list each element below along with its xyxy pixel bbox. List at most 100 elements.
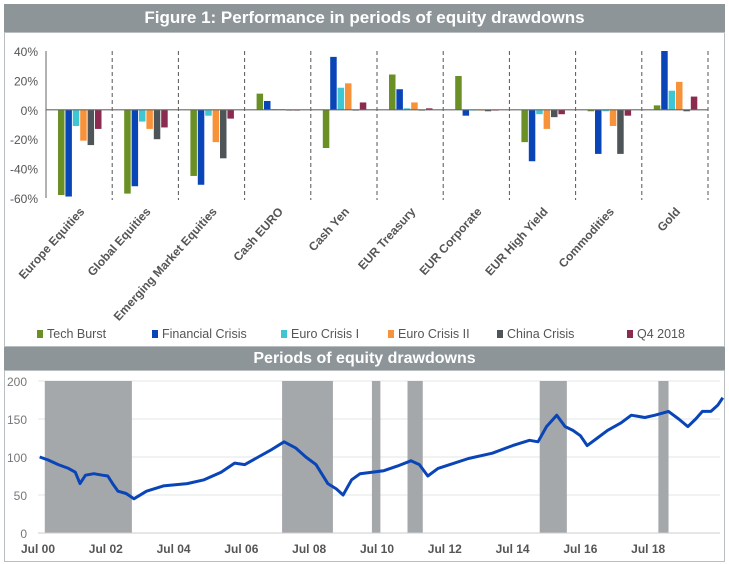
bar-q4-2018: [624, 109, 632, 116]
y-tick-label: 150: [7, 413, 27, 427]
shaded-period: [44, 381, 132, 533]
bar-tech-burst: [521, 109, 528, 143]
legend-swatch: [497, 330, 503, 338]
x-tick-label: Jul 00: [21, 542, 55, 556]
bar-q4-2018: [426, 108, 433, 110]
bar-euro-crisis-ii: [609, 109, 617, 126]
bar-q4-2018: [558, 109, 565, 115]
bar-china-crisis: [153, 109, 161, 140]
bar-tech-burst: [389, 74, 396, 110]
category-label: Global Equities: [85, 204, 154, 279]
bar-euro-crisis-i: [205, 109, 212, 116]
x-tick-label: Jul 08: [292, 542, 326, 556]
bar-tech-burst: [653, 105, 661, 110]
bar-tech-burst: [124, 109, 131, 194]
bar-euro-crisis-ii: [411, 102, 418, 110]
bar-euro-crisis-i: [337, 87, 345, 110]
y-tick-label: 0%: [21, 104, 39, 118]
bar-euro-crisis-i: [536, 109, 543, 115]
x-tick-label: Jul 02: [89, 542, 123, 556]
bar-euro-crisis-i: [139, 109, 146, 122]
bar-tech-burst: [58, 109, 65, 196]
bar-chart: 40% 20% 0% -20% -40% -60%Europe EquitiesGloba…: [10, 45, 709, 341]
legend-swatch: [281, 330, 287, 338]
bar-tech-burst: [587, 109, 595, 112]
bar-q4-2018: [95, 109, 102, 129]
index-line: [39, 396, 725, 501]
legend-swatch: [37, 330, 43, 338]
category-label: Cash EURO: [230, 205, 285, 264]
bar-financial-crisis: [661, 51, 668, 110]
bar-euro-crisis-i: [668, 90, 676, 110]
bar-financial-crisis: [528, 109, 536, 162]
category-label: Europe Equities: [16, 204, 88, 281]
legend-swatch: [388, 330, 394, 338]
shaded-period: [371, 381, 381, 533]
category-label: EUR High Yield: [482, 205, 550, 279]
y-tick-label: 100: [7, 451, 27, 465]
bar-chart-panel: 40% 20% 0% -20% -40% -60% Europe Equities Globa…: [4, 32, 725, 347]
bar-euro-crisis-ii: [212, 109, 220, 143]
legend-label: Euro Crisis I: [291, 327, 359, 341]
bar-tech-burst: [322, 109, 330, 149]
category-label: Cash Yen: [306, 205, 352, 254]
bar-china-crisis: [484, 109, 492, 112]
line-chart-title: Periods of equity drawdowns: [4, 347, 725, 370]
bar-q4-2018: [690, 96, 698, 110]
x-tick-label: Jul 04: [157, 542, 191, 556]
bar-tech-burst: [190, 109, 197, 176]
bar-q4-2018: [359, 102, 367, 110]
y-tick-label: -20%: [10, 133, 38, 147]
shaded-period: [407, 381, 423, 533]
bar-euro-crisis-ii: [345, 83, 352, 110]
bar-financial-crisis: [65, 109, 72, 197]
y-tick-label: -60%: [10, 192, 38, 206]
legend-swatch: [627, 330, 633, 338]
legend-label: China Crisis: [507, 327, 574, 341]
category-label: EUR Corporate: [417, 204, 485, 278]
bar-euro-crisis-i: [403, 108, 411, 110]
x-tick-label: Jul 10: [360, 542, 394, 556]
bar-euro-crisis-i: [72, 109, 80, 126]
x-tick-label: Jul 18: [631, 542, 665, 556]
legend-label: Tech Burst: [47, 327, 107, 341]
bar-china-crisis: [617, 109, 624, 154]
bar-euro-crisis-ii: [543, 109, 551, 129]
bar-tech-burst: [256, 93, 264, 110]
bar-euro-crisis-i: [602, 109, 609, 112]
bar-financial-crisis: [330, 56, 337, 110]
legend-swatch: [152, 330, 158, 338]
bar-financial-crisis: [595, 109, 602, 154]
x-tick-label: Jul 14: [496, 542, 530, 556]
figure-title: Figure 1: Performance in periods of equi…: [4, 4, 725, 32]
line-chart: 0 50 100 150 200 Jul 00 Jul 02 Jul 04 Jul 06 Jul …: [7, 375, 725, 556]
legend-label: Financial Crisis: [162, 327, 247, 341]
line-chart-panel: 0 50 100 150 200 Jul 00 Jul 02 Jul 04 Jul 06 Jul …: [4, 370, 725, 562]
bar-china-crisis: [220, 109, 227, 159]
shaded-period: [658, 381, 669, 533]
y-tick-label: 40%: [14, 45, 38, 59]
y-tick-label: 50: [14, 489, 28, 503]
bar-tech-burst: [455, 75, 462, 110]
shaded-period: [539, 381, 567, 533]
bar-financial-crisis: [197, 109, 205, 185]
bar-euro-crisis-ii: [80, 109, 87, 141]
y-tick-label: 20%: [14, 74, 38, 88]
bar-china-crisis: [683, 109, 690, 112]
y-tick-label: 0: [20, 527, 27, 541]
category-label: Gold: [654, 205, 683, 235]
bar-financial-crisis: [396, 89, 403, 110]
bar-euro-crisis-ii: [146, 109, 153, 129]
bar-financial-crisis: [131, 109, 139, 187]
bar-china-crisis: [551, 109, 558, 118]
category-label: Commodities: [556, 204, 617, 270]
legend-label: Q4 2018: [637, 327, 685, 341]
legend-label: Euro Crisis II: [398, 327, 470, 341]
y-tick-label: -40%: [10, 163, 38, 177]
bar-china-crisis: [87, 109, 95, 146]
bar-financial-crisis: [264, 100, 271, 110]
bar-financial-crisis: [462, 109, 470, 116]
x-tick-label: Jul 16: [563, 542, 597, 556]
bar-euro-crisis-ii: [676, 81, 683, 110]
